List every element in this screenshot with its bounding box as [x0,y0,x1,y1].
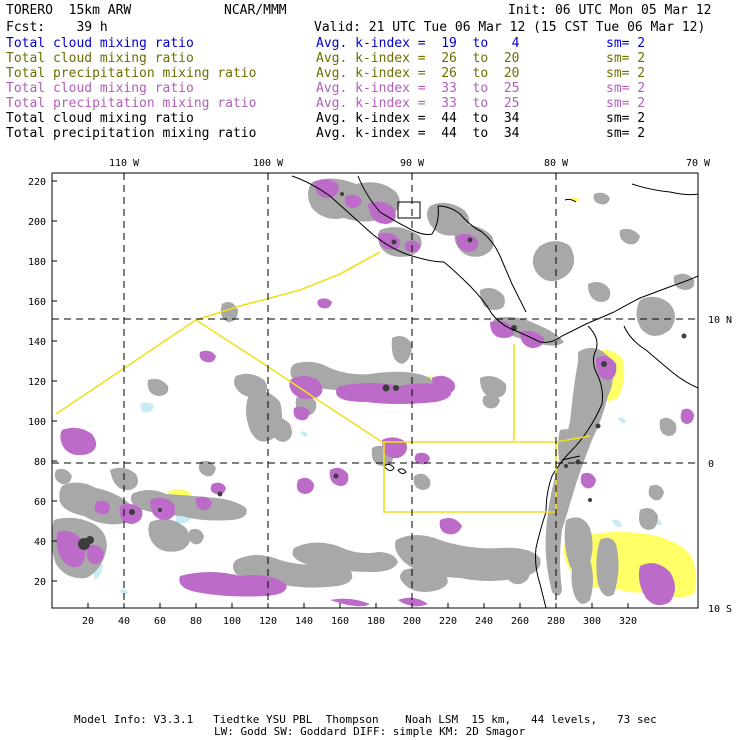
x-tick-label: 80 [190,616,202,627]
y-tick-label: 180 [28,257,46,268]
x-tick-label: 220 [439,616,457,627]
x-tick-label: 120 [259,616,277,627]
grid-lines [52,173,698,608]
center-label: NCAR/MMM [224,3,287,18]
legend-index-2: Avg. k-index = 26 to 20 [316,66,520,81]
x-tick-label: 140 [295,616,313,627]
legend-index-1: Avg. k-index = 26 to 20 [316,51,520,66]
lon-label: 90 W [400,158,425,169]
legend-index-0: Avg. k-index = 19 to 4 [316,36,520,51]
y-tick-label: 220 [28,177,46,188]
x-tick-label: 180 [367,616,385,627]
x-tick-label: 320 [619,616,637,627]
legend-index-3: Avg. k-index = 33 to 25 [316,81,520,96]
legend-sm-1: sm= 2 [606,51,646,66]
x-tick-label: 280 [547,616,565,627]
legend-index-6: Avg. k-index = 44 to 34 [316,126,520,141]
legend-index-5: Avg. k-index = 44 to 34 [316,111,520,126]
x-tick-label: 60 [154,616,166,627]
lon-label: 70 W [686,158,711,169]
lat-label: 0 [708,459,714,470]
x-tick-label: 100 [223,616,241,627]
x-tick-label: 20 [82,616,94,627]
y-tick-label: 60 [34,497,46,508]
model-title: TORERO 15km ARW [6,3,132,18]
lon-label: 100 W [253,158,284,169]
legend-sm-6: sm= 2 [606,126,646,141]
x-tick-label: 160 [331,616,349,627]
y-tick-label: 140 [28,337,46,348]
plot-border [51,172,699,609]
y-tick-label: 200 [28,217,46,228]
y-tick-label: 100 [28,417,46,428]
lat-label: 10 S [708,604,732,615]
y-tick-label: 120 [28,377,46,388]
legend-field-2: Total precipitation mixing ratio [6,66,257,81]
y-tick-label: 20 [34,577,46,588]
legend-index-4: Avg. k-index = 33 to 25 [316,96,520,111]
legend-field-0: Total cloud mixing ratio [6,36,194,51]
x-tick-label: 300 [583,616,601,627]
x-tick-label: 240 [475,616,493,627]
x-tick-label: 200 [403,616,421,627]
legend-field-4: Total precipitation mixing ratio [6,96,257,111]
x-tick-label: 260 [511,616,529,627]
model-info-line1: Model Info: V3.3.1 Tiedtke YSU PBL Thomp… [74,713,657,726]
legend-sm-3: sm= 2 [606,81,646,96]
axes: 110 W 100 W 90 W 80 W 70 W 10 N 0 10 S 220 200 180… [28,158,732,627]
x-tick-label: 40 [118,616,130,627]
legend-sm-2: sm= 2 [606,66,646,81]
lat-label: 10 N [708,315,732,326]
legend-field-5: Total cloud mixing ratio [6,111,194,126]
y-tick-label: 160 [28,297,46,308]
flight-track [55,251,591,513]
legend-sm-4: sm= 2 [606,96,646,111]
y-tick-label: 40 [34,537,46,548]
model-info-line2: LW: Godd SW: Goddard DIFF: simple KM: 2D… [214,725,526,738]
legend-sm-5: sm= 2 [606,111,646,126]
valid-time: Valid: 21 UTC Tue 06 Mar 12 (15 CST Tue … [314,20,706,35]
legend-sm-0: sm= 2 [606,36,646,51]
lon-label: 110 W [109,158,140,169]
forecast-hour: Fcst: 39 h [6,20,108,35]
lon-label: 80 W [544,158,569,169]
coastlines [291,175,698,608]
dark-cloud-cores [78,192,687,550]
purple-cloud-areas [56,179,694,607]
legend-field-3: Total cloud mixing ratio [6,81,194,96]
legend-field-6: Total precipitation mixing ratio [6,126,257,141]
legend-field-1: Total cloud mixing ratio [6,51,194,66]
init-time: Init: 06 UTC Mon 05 Mar 12 [508,3,712,18]
y-tick-label: 80 [34,457,46,468]
